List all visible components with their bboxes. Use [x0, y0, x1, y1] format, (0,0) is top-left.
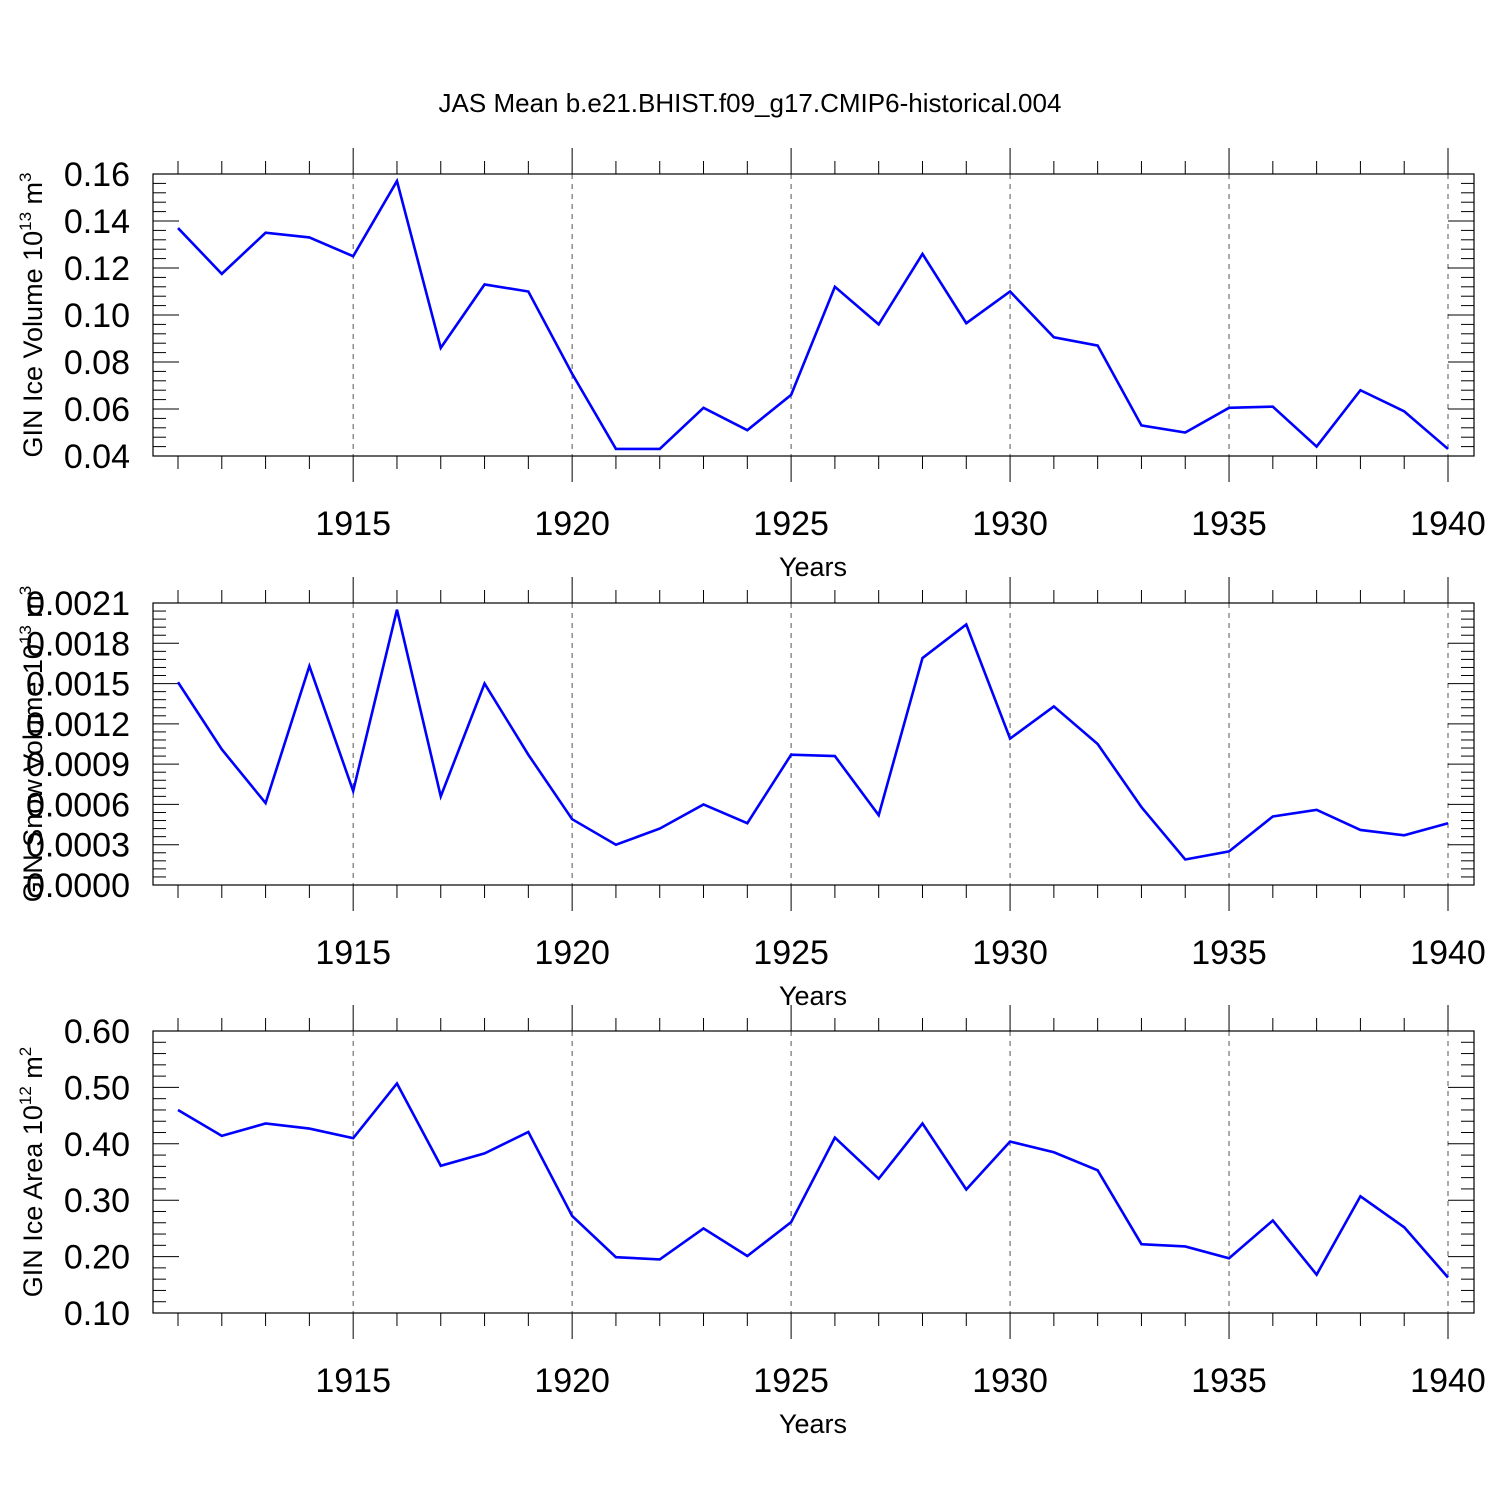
x-tick-label: 1935: [1191, 934, 1267, 972]
y-tick-label: 0.16: [64, 156, 130, 194]
y-tick-label: 0.12: [64, 250, 130, 288]
y-tick-label: 0.50: [64, 1069, 130, 1107]
x-tick-label: 1925: [753, 505, 829, 543]
x-tick-label: 1940: [1410, 1362, 1486, 1400]
x-tick-label: 1930: [972, 1362, 1048, 1400]
y-tick-label: 0.0006: [26, 786, 130, 824]
x-tick-label: 1915: [315, 505, 391, 543]
y-axis-label: GIN Snow Volume 1013 m3: [16, 586, 48, 903]
y-tick-label: 0.10: [64, 1295, 130, 1333]
y-tick-label: 0.04: [64, 438, 130, 476]
x-tick-label: 1925: [753, 1362, 829, 1400]
y-axis-label: GIN Ice Volume 1013 m3: [16, 172, 48, 457]
x-tick-label: 1935: [1191, 505, 1267, 543]
panel-3: 1915 1920 1925 1930 1935 1940 Years 0.10 0.20 0.3…: [16, 1005, 1486, 1439]
x-axis-label: Years: [779, 552, 847, 582]
y-tick-label: 0.0000: [26, 867, 130, 905]
x-tick-label: 1915: [315, 1362, 391, 1400]
y-tick-label: 0.06: [64, 391, 130, 429]
series-line: [176, 609, 1449, 861]
x-tick-label: 1930: [972, 934, 1048, 972]
y-tick-label: 0.0012: [26, 706, 130, 744]
x-axis-label: Years: [779, 1409, 847, 1439]
y-tick-label: 0.30: [64, 1182, 130, 1220]
y-tick-label: 0.20: [64, 1239, 130, 1277]
y-tick-label: 0.40: [64, 1126, 130, 1164]
y-tick-label: 0.08: [64, 344, 130, 382]
chart-title: JAS Mean b.e21.BHIST.f09_g17.CMIP6-histo…: [439, 88, 1062, 118]
x-tick-label: 1925: [753, 934, 829, 972]
panel-1: 1915 1920 1925 1930 1935 1940 Years 0.04 0.06 0.0…: [16, 148, 1486, 582]
x-tick-label: 1920: [534, 505, 610, 543]
y-tick-label: 0.0015: [26, 666, 130, 704]
panel-2: 1915 1920 1925 1930 1935 1940Years0.00000.000…: [16, 577, 1486, 1011]
y-tick-label: 0.0021: [26, 585, 130, 623]
y-tick-label: 0.14: [64, 203, 130, 241]
plot-frame: [152, 173, 1475, 457]
plot-frame: [152, 1030, 1475, 1314]
plot-frame: [152, 602, 1475, 886]
x-tick-label: 1940: [1410, 934, 1486, 972]
x-tick-label: 1920: [534, 1362, 610, 1400]
y-tick-label: 0.0018: [26, 625, 130, 663]
y-axis-label: GIN Ice Area 1012 m2: [16, 1047, 48, 1298]
y-tick-label: 0.60: [64, 1013, 130, 1051]
x-tick-label: 1920: [534, 934, 610, 972]
y-tick-label: 0.0009: [26, 746, 130, 784]
x-tick-label: 1940: [1410, 505, 1486, 543]
x-tick-label: 1935: [1191, 1362, 1267, 1400]
y-tick-label: 0.0003: [26, 827, 130, 865]
y-tick-label: 0.10: [64, 297, 130, 335]
x-axis-label: Years: [779, 981, 847, 1011]
series-line: [177, 1081, 1449, 1279]
x-tick-label: 1930: [972, 505, 1048, 543]
x-tick-label: 1915: [315, 934, 391, 972]
series-line: [177, 177, 1449, 451]
